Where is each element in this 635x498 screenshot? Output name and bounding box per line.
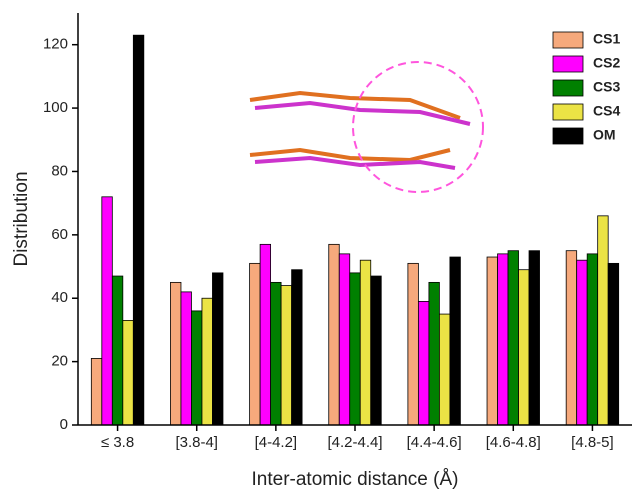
bar	[191, 310, 203, 426]
bar	[132, 34, 145, 426]
bar	[170, 281, 182, 426]
bar	[586, 253, 599, 426]
bar	[528, 250, 540, 426]
legend-label: CS3	[593, 79, 620, 95]
bar	[407, 262, 419, 426]
legend-label: CS4	[593, 103, 620, 119]
bar	[507, 250, 519, 426]
x-tick-label: [4.8-5]	[571, 434, 614, 451]
bar	[280, 285, 293, 426]
y-tick-label: 120	[43, 36, 68, 53]
bar	[438, 313, 451, 426]
bar	[291, 269, 303, 426]
bar	[576, 259, 588, 426]
bar	[349, 272, 361, 426]
bar	[90, 358, 103, 426]
inset-molecule	[249, 61, 484, 193]
bar	[497, 253, 509, 426]
y-tick-label: 80	[51, 162, 68, 179]
bar	[270, 281, 282, 426]
bar	[518, 269, 530, 426]
bar	[101, 196, 113, 426]
legend-label: CS2	[593, 55, 620, 71]
legend-swatch	[552, 79, 584, 97]
bar	[607, 262, 620, 426]
bar	[565, 250, 578, 426]
bar	[338, 253, 351, 426]
x-tick-label: [4.2-4.4]	[327, 434, 382, 451]
bar	[111, 275, 124, 426]
y-tick-label: 40	[51, 289, 68, 306]
x-tick-label: ≤ 3.8	[101, 434, 134, 451]
x-tick-label: [3.8-4]	[175, 434, 218, 451]
bar	[180, 291, 192, 426]
y-tick-label: 0	[60, 416, 68, 433]
x-tick-label: [4.6-4.8]	[486, 434, 541, 451]
bar	[428, 281, 440, 426]
legend-label: OM	[593, 127, 616, 143]
bar	[417, 300, 430, 426]
bar	[449, 256, 461, 426]
bar	[359, 259, 372, 426]
x-tick-label: [4.4-4.6]	[407, 434, 462, 451]
bar	[201, 297, 213, 426]
y-axis-label: Distribution	[11, 171, 32, 266]
bar	[122, 320, 134, 426]
legend-label: CS1	[593, 31, 620, 47]
y-tick-label: 100	[43, 99, 68, 116]
y-tick-label: 20	[51, 353, 68, 370]
bar	[259, 243, 272, 426]
bar	[486, 256, 498, 426]
bar	[249, 262, 261, 426]
bar	[328, 243, 340, 426]
bar	[370, 275, 382, 426]
bar	[212, 272, 224, 426]
y-tick-label: 60	[51, 226, 68, 243]
legend-swatch	[552, 31, 584, 49]
legend-swatch	[552, 55, 584, 73]
bar	[597, 215, 609, 426]
legend-swatch	[552, 103, 584, 121]
legend-swatch	[552, 127, 584, 145]
x-tick-label: [4-4.2]	[255, 434, 298, 451]
x-axis-label: Inter-atomic distance (Å)	[252, 469, 459, 490]
